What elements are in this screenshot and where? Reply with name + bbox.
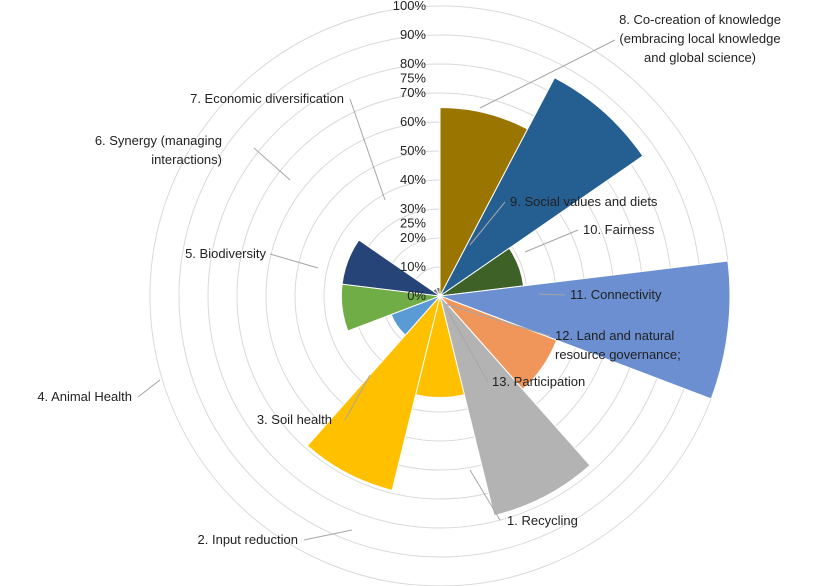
category-label: 3. Soil health [257, 412, 332, 427]
category-label: 9. Social values and diets [510, 194, 658, 209]
label-leader-line [349, 98, 386, 201]
category-labels: 1. Recycling 2. Input reduction 3. Soil he… [37, 12, 781, 547]
label-leader-line [444, 303, 551, 337]
label-leader-line [269, 253, 319, 269]
category-label: 7. Economic diversification [190, 91, 344, 106]
radial-tick-label: 100% [393, 0, 427, 13]
category-label: 1. Recycling [507, 513, 578, 528]
radial-tick-label: 75% [400, 71, 426, 86]
category-label: 13. Participation [492, 374, 585, 389]
slice [439, 295, 591, 517]
slice [435, 286, 441, 297]
radial-tick-label: 30% [400, 201, 426, 216]
label-leader-line [303, 529, 353, 541]
slice [341, 239, 441, 297]
radial-tick-label: 40% [400, 172, 426, 187]
category-label: 12. Land and natural resource governance; [555, 328, 681, 362]
category-label: 4. Animal Health [37, 389, 132, 404]
slices [306, 77, 731, 517]
radial-tick-label: 90% [400, 27, 426, 42]
category-label: 5. Biodiversity [185, 246, 266, 261]
radial-tick-label: 80% [400, 56, 426, 71]
label-leader-line [253, 147, 291, 181]
label-leader-line [445, 307, 489, 383]
radial-tick-label: 60% [400, 114, 426, 129]
category-label: 6. Synergy (managing interactions) [95, 133, 222, 167]
label-leader-line [469, 201, 506, 246]
label-leader-line [537, 293, 566, 296]
category-label: 10. Fairness [583, 222, 655, 237]
label-leader-line [469, 469, 501, 521]
category-label: 2. Input reduction [198, 532, 298, 547]
category-label: 8. Co-creation of knowledge (embracing lo… [619, 12, 781, 65]
label-leader-line [524, 229, 579, 253]
slice [306, 295, 441, 491]
label-leader-line [137, 379, 161, 398]
slice [439, 77, 644, 297]
label-leader-line [344, 374, 371, 421]
label-leader-line [479, 39, 616, 109]
slice [439, 260, 731, 400]
radial-tick-labels: 0% 10% 20%25%30% 40% 50% 60% 70%75%80% 90% 100% [393, 0, 427, 303]
radial-tick-label: 70% [400, 85, 426, 100]
category-label: 11. Connectivity [570, 287, 662, 302]
radial-tick-label: 50% [400, 143, 426, 158]
radial-tick-label: 0% [407, 288, 426, 303]
radial-tick-label: 10% [400, 259, 426, 274]
radial-tick-label: 20% [400, 230, 426, 245]
radial-tick-label: 25% [400, 216, 426, 231]
